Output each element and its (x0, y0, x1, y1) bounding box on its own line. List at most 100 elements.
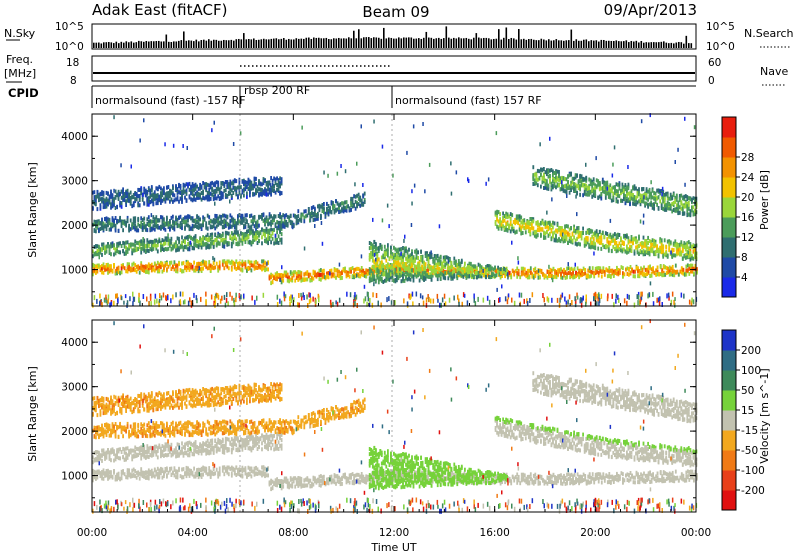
scatter-cell (240, 231, 242, 236)
noise-bar (643, 42, 645, 48)
scatter-cell (662, 273, 665, 278)
scatter-cell (471, 264, 474, 269)
scatter-cell (637, 269, 639, 274)
scatter-cell (101, 226, 103, 231)
scatter-cell (518, 217, 521, 222)
scatter-cell (427, 253, 430, 258)
scatter-cell (128, 198, 130, 203)
noise-bar (320, 38, 323, 48)
scatter-cell (580, 236, 583, 241)
scatter-cell (600, 196, 603, 201)
scatter-cell (191, 227, 194, 232)
scatter-cell (357, 202, 360, 207)
scatter-cell (279, 226, 281, 231)
scatter-cell (532, 219, 535, 224)
scatter-cell (303, 272, 306, 277)
scatter-cell (181, 235, 183, 240)
scatter-cell (250, 219, 253, 224)
scatter-cell (402, 246, 404, 250)
scatter-cell (160, 195, 162, 199)
scatter-cell (573, 227, 575, 232)
scatter-cell (554, 274, 556, 279)
scatter-cell (199, 217, 201, 222)
scatter-cell (552, 220, 554, 225)
scatter-cell (256, 235, 259, 240)
scatter-cell (363, 200, 366, 204)
scatter-cell (502, 219, 504, 224)
scatter-cell (541, 179, 544, 184)
scatter-cell (547, 233, 550, 238)
scatter-cell (123, 241, 126, 246)
scatter-cell (164, 241, 167, 246)
scatter-cell (312, 205, 315, 210)
scatter-cell (694, 264, 697, 268)
scatter-cell (271, 219, 274, 223)
noise-bar (163, 41, 165, 48)
scatter-cell (636, 247, 639, 252)
scatter-cell (390, 254, 392, 259)
noise-bar (690, 43, 693, 48)
noise-bar (165, 34, 168, 48)
scatter-cell (617, 235, 619, 239)
scatter-cell (153, 220, 156, 225)
scatter-cell (465, 270, 468, 275)
scatter-cell (279, 190, 281, 195)
scatter-cell (445, 261, 448, 266)
scatter-cell (646, 271, 648, 276)
scatter-cell (675, 249, 678, 254)
scatter-cell (208, 265, 211, 270)
noise-bar (435, 38, 438, 48)
scatter-cell (108, 227, 111, 232)
scatter-cell (598, 194, 601, 199)
scatter-cell (373, 277, 376, 282)
scatter-cell (341, 271, 343, 275)
scatter-cell (462, 274, 465, 279)
scatter-cell (288, 218, 291, 223)
scatter-cell (279, 220, 281, 225)
scatter-cell (363, 191, 366, 196)
scatter-cell (163, 220, 165, 225)
scatter-cell (562, 238, 565, 243)
scatter-cell (99, 226, 102, 231)
scatter-cell (191, 198, 194, 203)
scatter-cell (502, 224, 504, 229)
scatter-cell (261, 267, 263, 272)
scatter-cell (169, 260, 171, 265)
scatter-cell (199, 236, 201, 241)
scatter-cell (194, 236, 197, 241)
scatter-cell (107, 267, 109, 272)
scatter-cell (298, 217, 301, 222)
scatter-cell (424, 273, 427, 278)
scatter-cell (123, 221, 126, 226)
scatter-cell (345, 205, 348, 210)
scatter-cell (203, 182, 206, 187)
scatter-cell (131, 248, 134, 253)
scatter-cell (616, 265, 618, 270)
scatter-cell (206, 244, 209, 249)
scatter-cell (205, 245, 208, 250)
scatter-cell (208, 220, 211, 225)
scatter-cell (562, 236, 565, 241)
noise-bar (638, 42, 640, 48)
scatter-cell (274, 190, 277, 195)
noise-bar (675, 42, 678, 48)
noise-bar (263, 38, 265, 48)
scatter-cell (543, 177, 545, 181)
scatter-cell (227, 241, 230, 246)
scatter-cell (509, 229, 512, 234)
scatter-cell (665, 245, 668, 250)
scatter-cell (542, 272, 544, 277)
noise-bar (390, 37, 393, 48)
scatter-cell (153, 190, 156, 195)
scatter-cell (638, 251, 640, 256)
scatter-cell (205, 185, 208, 190)
scatter-cell (143, 268, 146, 273)
scatter-cell (249, 186, 251, 191)
scatter-cell (549, 174, 551, 178)
scatter-cell (200, 197, 203, 202)
scatter-cell (185, 182, 188, 187)
scatter-cell (223, 240, 226, 245)
scatter-cell (120, 201, 123, 206)
scatter-cell (372, 270, 375, 275)
noise-bar (440, 38, 443, 48)
